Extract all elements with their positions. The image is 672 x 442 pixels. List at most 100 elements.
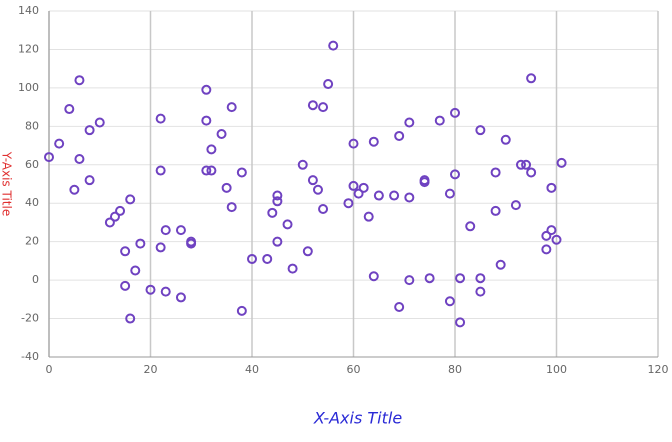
point (69, 184, 80, 195)
point (328, 40, 339, 51)
point (455, 317, 466, 328)
point (404, 275, 415, 286)
x-tick-label: 80 (448, 363, 462, 376)
point (500, 134, 511, 145)
point (94, 117, 105, 128)
point (272, 236, 283, 247)
point (475, 273, 486, 284)
point (444, 188, 455, 199)
point (465, 221, 476, 232)
point (302, 246, 313, 257)
point (297, 159, 308, 170)
y-tick-label: 40 (25, 196, 39, 209)
point (368, 136, 379, 147)
point (125, 313, 136, 324)
y-tick-label: 60 (25, 158, 39, 171)
point (226, 102, 237, 113)
point (541, 244, 552, 255)
point (343, 198, 354, 209)
y-tick-label: -40 (21, 350, 39, 363)
point (404, 192, 415, 203)
point (363, 211, 374, 222)
point (495, 259, 506, 270)
point (444, 296, 455, 307)
point (394, 302, 405, 313)
point (84, 125, 95, 136)
point (175, 292, 186, 303)
y-tick-label: -20 (21, 312, 39, 325)
x-tick-label: 20 (144, 363, 158, 376)
point (312, 184, 323, 195)
y-tick-label: 100 (18, 81, 39, 94)
point (145, 284, 156, 295)
y-tick-label: 140 (18, 4, 39, 17)
point (175, 225, 186, 236)
x-axis-title: X-Axis Title (313, 409, 402, 428)
point (74, 154, 85, 165)
point (541, 230, 552, 241)
y-tick-label: 0 (32, 273, 39, 286)
point (348, 180, 359, 191)
point (236, 167, 247, 178)
point (226, 202, 237, 213)
point (556, 157, 567, 168)
point (125, 194, 136, 205)
point (490, 205, 501, 216)
point (389, 190, 400, 201)
point (404, 117, 415, 128)
point (206, 165, 217, 176)
point (262, 253, 273, 264)
point (526, 167, 537, 178)
point (186, 238, 197, 249)
x-tick-label: 60 (347, 363, 361, 376)
point (64, 104, 75, 115)
point (54, 138, 65, 149)
point (160, 225, 171, 236)
point (115, 205, 126, 216)
x-tick-label: 0 (46, 363, 53, 376)
point (490, 167, 501, 178)
y-tick-label: 80 (25, 119, 39, 132)
point (394, 130, 405, 141)
point (247, 253, 257, 264)
point (160, 286, 171, 297)
point (546, 182, 557, 193)
point (44, 152, 54, 163)
point (272, 190, 283, 201)
point (155, 113, 166, 124)
point (475, 286, 486, 297)
point (368, 271, 379, 282)
point (84, 175, 95, 186)
point (318, 203, 329, 214)
point (155, 165, 166, 176)
point (120, 246, 131, 257)
point (206, 144, 217, 155)
point (216, 129, 227, 140)
point (434, 115, 445, 126)
point (104, 217, 115, 228)
point (450, 169, 460, 180)
point (515, 159, 526, 170)
point (424, 273, 435, 284)
point (287, 263, 298, 274)
y-axis-title: Y-Axis Title (0, 151, 14, 216)
point (120, 280, 131, 291)
point (510, 200, 521, 211)
point (307, 100, 318, 111)
x-tick-label: 40 (245, 363, 259, 376)
point (221, 182, 232, 193)
point (74, 75, 85, 86)
point (201, 165, 212, 176)
y-tick-label: 120 (18, 42, 39, 55)
x-tick-label: 100 (546, 363, 567, 376)
point (130, 265, 141, 276)
point (526, 73, 537, 84)
point (155, 242, 166, 253)
point (455, 273, 466, 284)
point (272, 196, 283, 207)
point (348, 138, 359, 149)
point (551, 234, 562, 245)
point (135, 238, 146, 249)
point (358, 182, 369, 193)
